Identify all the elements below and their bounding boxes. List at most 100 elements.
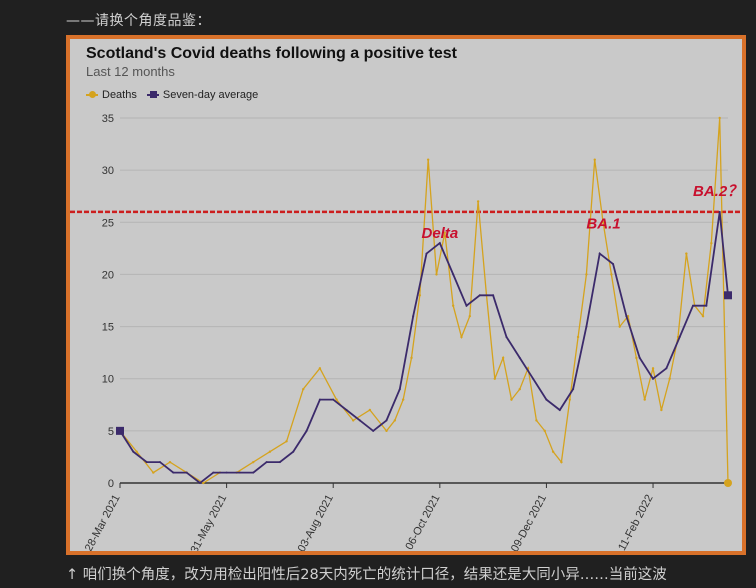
deaths-data-point — [152, 471, 155, 474]
deaths-data-point — [318, 367, 322, 370]
average-data-point — [505, 336, 508, 338]
deaths-data-point — [610, 273, 613, 276]
deaths-data-point — [135, 450, 138, 453]
deaths-data-point — [468, 314, 472, 318]
deaths-data-point — [451, 304, 455, 307]
average-data-point — [585, 325, 588, 328]
deaths-data-point — [443, 231, 447, 234]
deaths-data-point — [701, 314, 705, 318]
chart-title: Scotland's Covid deaths following a posi… — [86, 45, 457, 62]
deaths-data-point — [660, 408, 663, 412]
y-tick-label: 25 — [102, 217, 114, 229]
average-data-point — [358, 419, 361, 422]
average-data-point — [518, 356, 521, 359]
footer-caption: ↑ 咱们换个角度，改为用检出阳性后28天内死亡的统计口径，结果还是大同小异……当… — [66, 567, 667, 583]
deaths-data-point — [202, 481, 205, 485]
legend-swatch-deaths — [86, 91, 98, 98]
deaths-data-point — [718, 116, 721, 120]
deaths-data-point — [601, 221, 605, 224]
average-data-point — [185, 471, 188, 474]
average-data-point — [492, 294, 495, 297]
average-data-point — [638, 356, 641, 359]
deaths-data-point — [426, 158, 430, 161]
average-data-point — [612, 263, 615, 265]
deaths-data-point — [352, 419, 355, 422]
legend-label-average: Seven-day average — [162, 89, 259, 101]
legend-swatch-average — [146, 91, 159, 98]
deaths-data-point — [476, 200, 480, 203]
average-data-point — [265, 461, 268, 464]
deaths-data-point — [560, 460, 563, 464]
average-data-point — [372, 429, 375, 432]
deaths-data-point — [576, 335, 580, 339]
x-tick-label: 09-Dec 2021 — [509, 493, 549, 551]
chart-legend: Deaths Seven-day average — [86, 89, 258, 101]
average-data-point — [678, 336, 681, 338]
deaths-series-line — [119, 117, 729, 484]
average-data-point — [692, 304, 695, 307]
deaths-data-point — [668, 377, 671, 380]
average-data-point — [238, 471, 241, 474]
average-data-point — [598, 252, 601, 255]
x-tick-label: 03-Aug 2021 — [296, 493, 336, 551]
deaths-data-point — [252, 460, 255, 464]
y-tick-label: 15 — [102, 322, 114, 334]
deaths-data-point — [710, 241, 713, 245]
average-data-point — [412, 315, 415, 318]
deaths-data-point — [518, 387, 521, 391]
y-tick-label: 5 — [108, 426, 114, 438]
deaths-data-point — [385, 429, 388, 433]
x-tick-label: 28-Mar 2021 — [83, 493, 123, 551]
legend-item-average: Seven-day average — [146, 89, 259, 101]
average-data-point — [225, 471, 228, 474]
deaths-data-point — [651, 367, 655, 370]
average-data-point — [385, 419, 388, 422]
x-tick-label: 11-Feb 2022 — [616, 493, 656, 551]
deaths-data-point — [435, 273, 438, 276]
y-tick-label: 10 — [102, 374, 114, 386]
average-data-point — [252, 471, 255, 474]
average-end-marker — [724, 291, 732, 300]
average-data-point — [158, 461, 161, 464]
deaths-data-point — [401, 398, 405, 401]
y-tick-label: 0 — [108, 478, 114, 490]
deaths-data-point — [460, 335, 463, 339]
average-data-point — [332, 398, 335, 401]
legend-label-deaths: Deaths — [102, 89, 137, 101]
deaths-data-point — [501, 356, 505, 360]
average-data-point — [438, 242, 441, 245]
deaths-data-point — [618, 325, 621, 328]
average-data-point — [278, 461, 281, 464]
legend-item-deaths: Deaths — [86, 89, 137, 101]
chart-plot: 0 5 10 15 20 25 30 35 28-Mar 2021 31-May 2021 03-A… — [70, 113, 742, 551]
average-data-point — [478, 294, 481, 297]
average-data-point — [172, 471, 175, 474]
deaths-data-point — [685, 252, 688, 255]
average-data-point — [705, 304, 708, 307]
annotation-label: BA.1 — [586, 216, 620, 233]
y-tick-label: 30 — [102, 165, 114, 177]
deaths-data-point — [168, 460, 172, 464]
deaths-data-point — [418, 294, 422, 297]
y-tick-label: 35 — [102, 113, 114, 125]
average-series-line — [119, 211, 729, 485]
average-data-point — [292, 450, 295, 453]
average-data-point — [318, 398, 321, 401]
deaths-data-point — [643, 398, 646, 401]
x-tick-label: 06-Oct 2021 — [403, 493, 442, 551]
deaths-endpoint-marker — [724, 479, 732, 487]
deaths-data-point — [393, 419, 397, 422]
average-data-point — [198, 482, 201, 484]
chart-frame: Scotland's Covid deaths following a posi… — [66, 35, 746, 555]
average-data-point — [452, 273, 455, 276]
average-data-point — [532, 377, 535, 380]
deaths-data-point — [302, 387, 305, 391]
average-data-point — [398, 388, 401, 391]
deaths-data-point — [285, 440, 288, 443]
average-data-point — [425, 252, 428, 255]
deaths-data-point — [568, 398, 571, 401]
average-data-point — [132, 450, 135, 453]
average-data-point — [545, 398, 548, 401]
annotation-label: Delta — [422, 225, 459, 242]
annotation-label: BA.2？？ — [693, 183, 742, 200]
